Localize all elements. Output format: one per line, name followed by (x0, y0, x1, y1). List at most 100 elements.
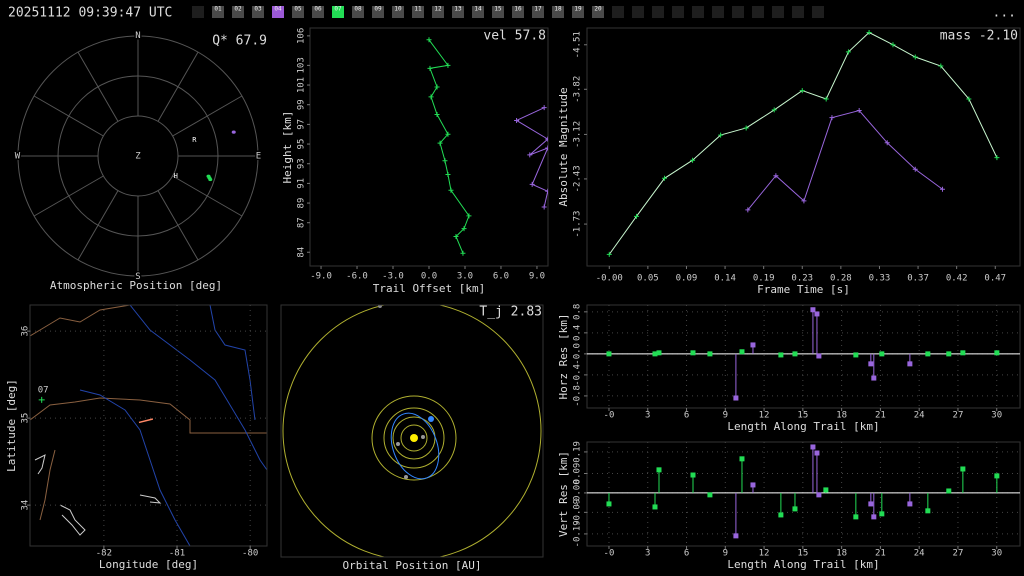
x-tick-label: 0.37 (907, 274, 929, 284)
station-label: 11 (414, 6, 422, 13)
x-tick-label: 12 (759, 411, 770, 421)
point-marker (946, 351, 952, 357)
y-tick-label: -3.82 (573, 76, 583, 103)
point-marker (938, 63, 944, 69)
station-indicator[interactable] (532, 6, 544, 18)
station-indicator[interactable] (272, 6, 284, 18)
point-marker (823, 487, 829, 493)
x-tick-label: -82 (96, 549, 112, 559)
polar-spoke (33, 175, 104, 217)
point-marker (662, 175, 668, 181)
point-marker (428, 94, 434, 100)
polar-spoke (157, 190, 199, 261)
y-tick-label: -0.4 (573, 364, 583, 386)
point-marker (856, 108, 862, 114)
point-marker (541, 204, 547, 210)
map-frame (29, 304, 268, 547)
polar-spoke (157, 51, 199, 122)
series-line (747, 109, 943, 211)
x-tick-label: 18 (836, 549, 847, 559)
station-label: 01 (214, 6, 222, 13)
point-marker (960, 350, 966, 356)
point-marker (829, 115, 835, 121)
station-indicator[interactable] (412, 6, 424, 18)
point-marker (739, 456, 745, 462)
point-marker (994, 350, 1000, 356)
map-geography (30, 305, 267, 546)
x-tick-label: 3 (645, 549, 650, 559)
point-marker (460, 250, 466, 256)
x-tick-label: 0.0 (421, 272, 437, 282)
point-marker (514, 117, 520, 123)
station-indicator[interactable] (432, 6, 444, 18)
point-marker (750, 342, 756, 348)
station-label: 08 (354, 6, 362, 13)
point-marker (814, 311, 820, 317)
x-tick-label: 30 (991, 549, 1002, 559)
station-indicator[interactable] (552, 6, 564, 18)
station-indicator[interactable] (492, 6, 504, 18)
point-marker (745, 207, 751, 213)
station-slot (732, 6, 744, 18)
point-marker (652, 351, 658, 357)
point-marker (545, 188, 548, 194)
station-indicator[interactable] (232, 6, 244, 18)
direction-label: N (135, 31, 140, 41)
point-marker (939, 186, 945, 192)
station-indicator[interactable] (252, 6, 264, 18)
annotation: Q* 67.9 (212, 34, 267, 49)
y-tick-label: 101 (297, 77, 307, 93)
point-marker (890, 42, 896, 48)
point-marker (633, 213, 639, 219)
station-indicator[interactable] (472, 6, 484, 18)
orbit-frame (280, 304, 544, 558)
station-indicator[interactable] (512, 6, 524, 18)
point-marker (879, 351, 885, 357)
timestamp: 20251112 09:39:47 UTC (8, 6, 172, 21)
point-marker (442, 158, 448, 164)
point-marker (656, 467, 662, 473)
station-indicator[interactable] (292, 6, 304, 18)
station-indicator[interactable] (212, 6, 224, 18)
x-tick-label: 0.42 (946, 274, 968, 284)
y-axis-label: Horz Res [km] (557, 313, 570, 399)
station-indicator[interactable] (352, 6, 364, 18)
polar-spoke (77, 190, 119, 261)
series-line (608, 31, 998, 255)
station-indicator[interactable] (392, 6, 404, 18)
point-marker (871, 514, 877, 520)
station-label: 20 (594, 6, 602, 13)
station-indicator[interactable] (592, 6, 604, 18)
menu-button[interactable]: ... (993, 6, 1016, 21)
station-slot (812, 6, 824, 18)
station-indicator[interactable] (312, 6, 324, 18)
x-tick-label: -3.0 (382, 272, 404, 282)
x-tick-label: 0.14 (714, 274, 736, 284)
station-indicator[interactable] (452, 6, 464, 18)
station-label: 04 (274, 6, 282, 13)
point-marker (845, 49, 851, 55)
point-marker (960, 466, 966, 472)
station-label: 13 (454, 6, 462, 13)
polar-spoke (172, 95, 243, 137)
y-tick-label: -1.73 (573, 211, 583, 238)
station-label: 02 (234, 6, 242, 13)
x-tick-label: 15 (797, 549, 808, 559)
station-label: 19 (574, 6, 582, 13)
station-marker (38, 396, 45, 403)
station-slot (672, 6, 684, 18)
station-label: 16 (514, 6, 522, 13)
point-marker (778, 352, 784, 358)
station-indicator[interactable] (372, 6, 384, 18)
x-tick-label: 6 (684, 549, 689, 559)
point-marker (445, 131, 451, 137)
point-marker (994, 155, 1000, 161)
station-indicator[interactable] (332, 6, 344, 18)
point-marker (925, 351, 931, 357)
station-indicator[interactable] (572, 6, 584, 18)
y-tick-label: -2.43 (573, 165, 583, 192)
point-marker (792, 351, 798, 357)
y-tick-label: 97 (297, 119, 307, 130)
point-marker (801, 198, 807, 204)
